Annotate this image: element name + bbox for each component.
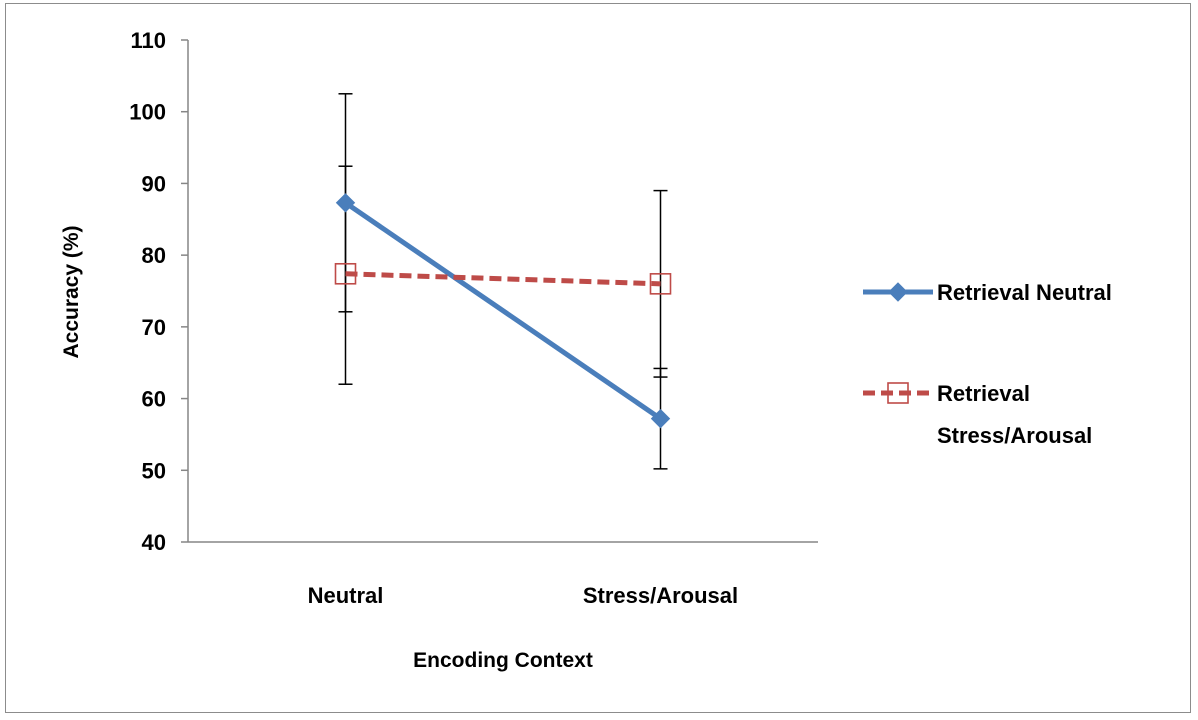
y-tick-label: 40 bbox=[142, 530, 166, 555]
legend-marker bbox=[888, 282, 908, 302]
x-axis-title: Encoding Context bbox=[413, 649, 593, 672]
y-tick-label: 90 bbox=[142, 171, 166, 196]
y-axis: 40 50 60 70 80 90 100 110 bbox=[129, 28, 189, 555]
y-tick-label: 100 bbox=[129, 100, 166, 125]
y-tick-label: 50 bbox=[142, 458, 166, 483]
legend-label: Retrieval Neutral bbox=[937, 280, 1112, 305]
x-tick-label: Neutral bbox=[308, 583, 384, 608]
x-axis: Neutral Stress/Arousal bbox=[188, 541, 818, 608]
data-markers bbox=[334, 193, 672, 429]
y-tick-label: 80 bbox=[142, 243, 166, 268]
data-point bbox=[649, 273, 672, 295]
legend: Retrieval Neutral Retrieval Stress/Arousal bbox=[863, 280, 1112, 448]
chart-area bbox=[5, 3, 1191, 713]
legend-marker bbox=[887, 382, 909, 404]
error-bars bbox=[338, 93, 668, 470]
legend-label: Stress/Arousal bbox=[937, 423, 1092, 448]
error-bar bbox=[338, 165, 353, 313]
data-point bbox=[334, 262, 357, 285]
legend-item: Retrieval Stress/Arousal bbox=[863, 381, 1092, 448]
x-tick-label: Stress/Arousal bbox=[583, 583, 738, 608]
y-tick-label: 110 bbox=[131, 28, 167, 53]
series-lines bbox=[344, 200, 662, 421]
y-tick-label: 60 bbox=[142, 387, 166, 412]
legend-item: Retrieval Neutral bbox=[863, 280, 1112, 305]
y-axis-title: Accuracy (%) bbox=[60, 225, 83, 358]
legend-label: Retrieval bbox=[937, 381, 1030, 406]
series-line bbox=[344, 200, 662, 421]
y-tick-label: 70 bbox=[142, 315, 166, 340]
data-point bbox=[335, 193, 356, 213]
series-line bbox=[345, 271, 661, 287]
data-point bbox=[650, 408, 671, 429]
